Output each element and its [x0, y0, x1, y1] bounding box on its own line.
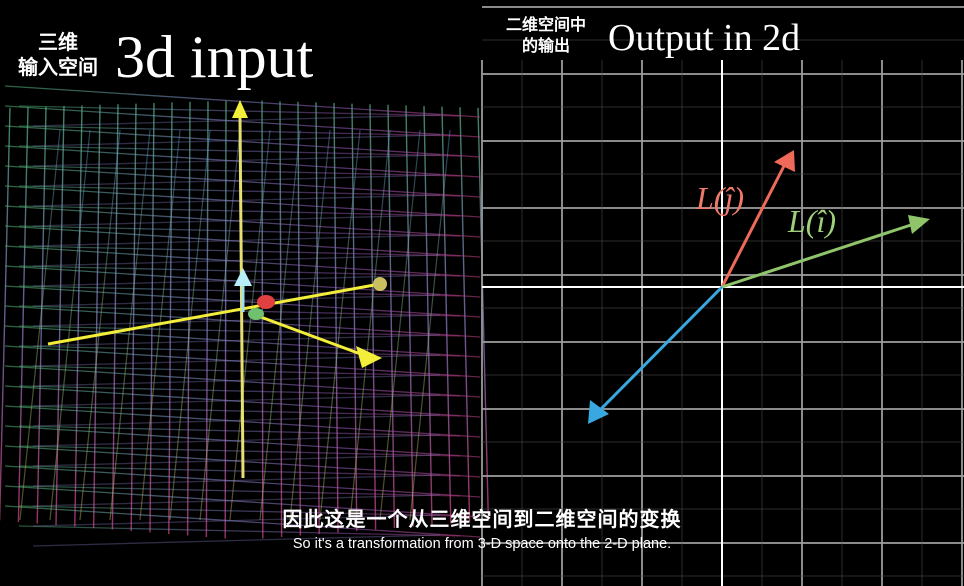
grid3d-line-horizontal — [4, 505, 481, 538]
third-vector-arrow-icon — [588, 400, 609, 424]
grid3d-line-horizontal — [32, 514, 441, 527]
grid3d-line-depth — [79, 129, 121, 521]
third-vector — [596, 285, 724, 414]
grid3d-line-depth — [49, 129, 91, 521]
z-axis-arrow-icon — [232, 100, 248, 118]
grid3d-line-horizontal — [32, 494, 441, 507]
grid3d-line-horizontal — [4, 205, 481, 238]
grid3d-line-horizontal — [32, 254, 441, 267]
grid3d-line-depth — [169, 129, 211, 521]
grid3d-line-horizontal — [18, 305, 461, 317]
grid3d-line-horizontal — [4, 145, 481, 178]
right-title-chinese: 二维空间中 的输出 — [494, 14, 598, 56]
grid3d-line-horizontal — [18, 365, 461, 377]
grid3d-line-vertical — [130, 103, 137, 532]
i-basis-tip-icon — [248, 308, 264, 320]
l-i-label: L(î) — [788, 203, 836, 239]
subtitle-english: So it's a transformation from 3-D space … — [292, 536, 672, 552]
grid3d-line-horizontal — [32, 334, 441, 347]
grid3d-line-horizontal — [32, 314, 441, 327]
grid3d-line-horizontal — [4, 85, 481, 118]
grid3d-line-horizontal — [32, 434, 441, 447]
grid3d-line-vertical — [149, 102, 155, 533]
grid3d-line-horizontal — [18, 465, 461, 477]
grid3d-line-horizontal — [32, 234, 441, 247]
x-basis-arrow-icon — [356, 346, 382, 368]
grid3d-line-horizontal — [18, 405, 461, 417]
grid3d-line-horizontal — [18, 385, 461, 397]
grid3d-line-horizontal — [32, 194, 441, 207]
grid3d-line-vertical — [55, 105, 65, 526]
subtitle-chinese: 因此这是一个从三维空间到二维空间的变换 — [282, 507, 682, 531]
l-i-arrow-icon — [908, 215, 930, 234]
grid3d-line-horizontal — [32, 174, 441, 187]
3d-grid — [0, 85, 490, 547]
left-title: 3d input — [115, 24, 314, 90]
grid3d-line-horizontal — [4, 125, 481, 158]
grid3d-line-depth — [319, 129, 361, 521]
grid3d-line-horizontal — [32, 294, 441, 307]
l-j-vector — [720, 165, 786, 288]
grid3d-line-vertical — [459, 107, 471, 523]
grid3d-line-vertical — [477, 107, 490, 521]
grid3d-line-horizontal — [18, 505, 461, 517]
grid3d-line-horizontal — [32, 474, 441, 487]
grid3d-line-horizontal — [32, 374, 441, 387]
grid3d-line-depth — [409, 129, 451, 521]
grid3d-line-vertical — [224, 100, 227, 539]
grid3d-line-depth — [109, 129, 151, 521]
grid3d-line-horizontal — [32, 274, 441, 287]
grid3d-line-vertical — [74, 105, 83, 527]
grid3d-line-horizontal — [18, 325, 461, 337]
grid3d-line-depth — [19, 129, 61, 521]
grid3d-line-depth — [199, 129, 241, 521]
grid3d-line-horizontal — [4, 465, 481, 498]
grid3d-line-horizontal — [4, 485, 481, 518]
grid3d-line-horizontal — [32, 534, 441, 547]
left-title-chinese-line2: 输入空间 — [18, 55, 98, 79]
grid3d-line-horizontal — [18, 245, 461, 257]
grid3d-line-depth — [349, 129, 391, 521]
grid3d-line-horizontal — [32, 414, 441, 427]
grid3d-line-horizontal — [32, 114, 441, 127]
grid3d-line-vertical — [17, 107, 29, 523]
k-basis-arrow-icon — [234, 268, 252, 286]
grid3d-line-horizontal — [18, 345, 461, 357]
left-title-chinese-line1: 三维 — [38, 30, 78, 54]
grid3d-line-horizontal — [4, 165, 481, 198]
j-basis-tip-icon — [257, 295, 275, 309]
l-j-label: L(ĵ) — [696, 180, 744, 216]
grid3d-line-horizontal — [32, 214, 441, 227]
grid3d-line-depth — [289, 129, 331, 521]
grid3d-line-horizontal — [18, 265, 461, 277]
grid3d-line-vertical — [0, 107, 11, 521]
3d-axes — [47, 100, 387, 479]
grid3d-line-horizontal — [18, 525, 461, 537]
grid3d-line-vertical — [92, 104, 101, 529]
grid3d-line-horizontal — [18, 285, 461, 297]
grid3d-line-vertical — [111, 104, 119, 530]
output-vectors — [588, 150, 930, 424]
l-j-arrow-icon — [774, 150, 795, 172]
grid3d-line-depth — [229, 129, 271, 521]
grid3d-line-horizontal — [32, 134, 441, 147]
grid3d-line-horizontal — [32, 394, 441, 407]
l-i-vector — [721, 222, 915, 289]
right-title-chinese-line2: 的输出 — [521, 36, 570, 55]
grid3d-line-horizontal — [18, 485, 461, 497]
right-title: Output in 2d — [608, 17, 801, 59]
grid3d-line-horizontal — [4, 105, 481, 138]
left-title-chinese: 三维 输入空间 — [4, 30, 112, 80]
grid3d-line-depth — [379, 129, 421, 521]
right-title-chinese-line1: 二维空间中 — [505, 15, 586, 34]
